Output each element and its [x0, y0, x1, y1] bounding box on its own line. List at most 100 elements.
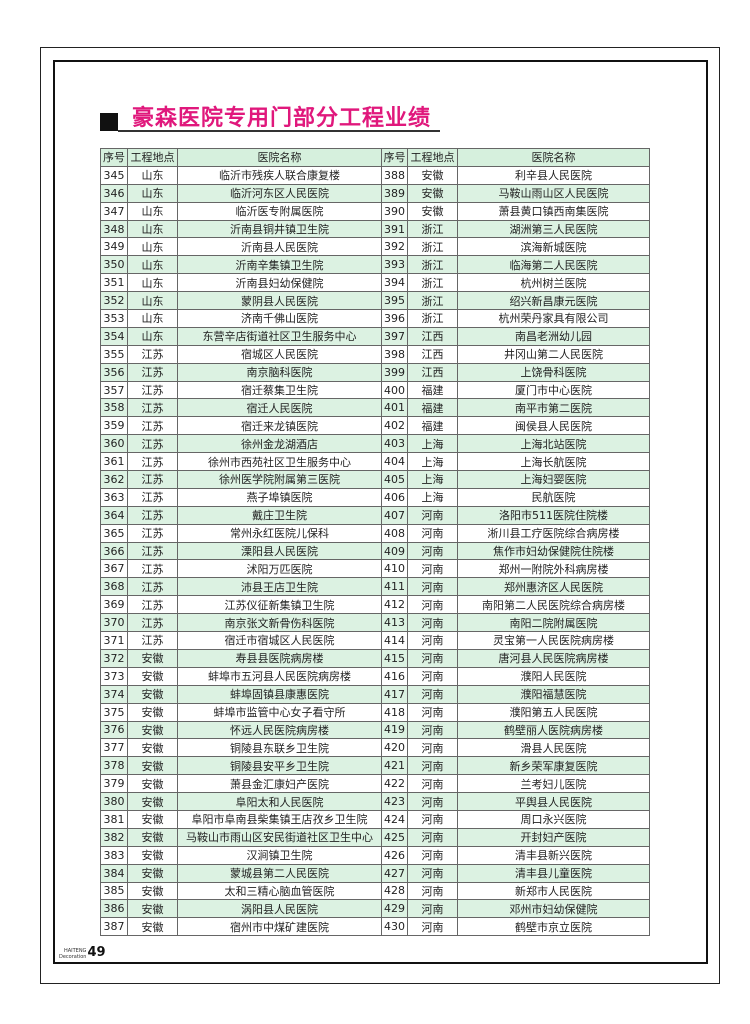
title-square-marker: [100, 113, 118, 131]
header-col-location: 工程地点: [407, 148, 458, 167]
cell-col-index: 378: [100, 756, 128, 776]
cell-col-hospital: 戴庄卫生院: [177, 505, 382, 525]
cell-col-index: 422: [381, 774, 408, 794]
cell-col-location: 河南: [407, 845, 458, 865]
cell-col-location: 河南: [407, 684, 458, 704]
cell-col-location: 河南: [407, 720, 458, 740]
cell-col-index: 390: [381, 201, 408, 221]
cell-col-hospital: 民航医院: [457, 487, 650, 507]
cell-col-hospital: 灵宝第一人民医院病房楼: [457, 631, 650, 650]
table-row: 371 江苏 宿迁市宿城区人民医院 414 河南 灵宝第一人民医院病房楼: [100, 631, 650, 650]
cell-col-location: 河南: [407, 505, 458, 525]
cell-col-hospital: 沂南县人民医院: [177, 237, 382, 257]
cell-col-location: 河南: [407, 899, 458, 919]
cell-col-hospital: 汉涧镇卫生院: [177, 845, 382, 865]
cell-col-index: 403: [381, 434, 408, 454]
cell-col-location: 河南: [407, 827, 458, 847]
cell-col-location: 上海: [407, 487, 458, 507]
cell-col-location: 河南: [407, 666, 458, 686]
cell-col-location: 江苏: [127, 577, 178, 597]
project-table: 序号 工程地点 医院名称 序号 工程地点 医院名称 345 山东 临沂市残疾人联合康复楼 388…: [100, 148, 650, 937]
cell-col-location: 山东: [127, 291, 178, 311]
header-col-index: 序号: [100, 148, 128, 167]
table-row: 347 山东 临沂医专附属医院 390 安徽 萧县黄口镇西南集医院: [100, 201, 650, 221]
cell-col-hospital: 燕子埠镇医院: [177, 487, 382, 507]
cell-col-hospital: 临海第二人民医院: [457, 255, 650, 275]
cell-col-location: 江苏: [127, 380, 178, 400]
cell-col-location: 安徽: [127, 720, 178, 740]
cell-col-index: 410: [381, 559, 408, 579]
cell-col-hospital: 马鞍山雨山区人民医院: [457, 183, 650, 203]
cell-col-hospital: 沛县王店卫生院: [177, 577, 382, 597]
cell-col-location: 安徽: [127, 666, 178, 686]
cell-col-location: 上海: [407, 470, 458, 489]
cell-col-location: 河南: [407, 809, 458, 829]
cell-col-hospital: 宿州市中煤矿建医院: [177, 917, 382, 937]
cell-col-hospital: 宿迁市宿城区人民医院: [177, 631, 382, 650]
cell-col-index: 391: [381, 219, 408, 239]
cell-col-index: 418: [381, 702, 408, 722]
cell-col-index: 369: [100, 595, 128, 615]
cell-col-hospital: 唐河县人民医院病房楼: [457, 648, 650, 668]
cell-col-location: 江苏: [127, 434, 178, 454]
cell-col-index: 349: [100, 237, 128, 257]
cell-col-hospital: 阜阳市阜南县柴集镇王店孜乡卫生院: [177, 809, 382, 829]
cell-col-hospital: 上海妇婴医院: [457, 470, 650, 489]
cell-col-index: 373: [100, 666, 128, 686]
cell-col-index: 374: [100, 684, 128, 704]
cell-col-hospital: 濮阳人民医院: [457, 666, 650, 686]
cell-col-location: 安徽: [407, 183, 458, 203]
cell-col-hospital: 南平市第二医院: [457, 398, 650, 418]
cell-col-location: 山东: [127, 273, 178, 293]
cell-col-hospital: 南阳二院附属医院: [457, 613, 650, 633]
cell-col-location: 浙江: [407, 219, 458, 239]
cell-col-location: 江西: [407, 344, 458, 364]
cell-col-index: 423: [381, 792, 408, 811]
header-col-hospital: 医院名称: [457, 148, 650, 167]
cell-col-index: 387: [100, 917, 128, 937]
cell-col-hospital: 临沂医专附属医院: [177, 201, 382, 221]
cell-col-location: 河南: [407, 559, 458, 579]
table-row: 355 江苏 宿城区人民医院 398 江西 井冈山第二人民医院: [100, 344, 650, 364]
page-footer: HAITENG Decoration 49: [59, 945, 106, 960]
cell-col-location: 山东: [127, 201, 178, 221]
table-row: 352 山东 蒙阴县人民医院 395 浙江 绍兴新昌康元医院: [100, 291, 650, 311]
cell-col-index: 376: [100, 720, 128, 740]
table-row: 365 江苏 常州永红医院儿保科 408 河南 淅川县工疗医院综合病房楼: [100, 523, 650, 543]
cell-col-hospital: 涡阳县人民医院: [177, 899, 382, 919]
cell-col-location: 安徽: [127, 899, 178, 919]
cell-col-location: 山东: [127, 326, 178, 346]
cell-col-hospital: 滑县人民医院: [457, 738, 650, 758]
cell-col-index: 405: [381, 470, 408, 489]
cell-col-index: 386: [100, 899, 128, 919]
cell-col-index: 364: [100, 505, 128, 525]
cell-col-location: 河南: [407, 523, 458, 543]
header-col-location: 工程地点: [127, 148, 178, 167]
title-underline: [118, 130, 440, 132]
cell-col-index: 379: [100, 774, 128, 794]
table-row: 370 江苏 南京张文新骨伤科医院 413 河南 南阳二院附属医院: [100, 613, 650, 633]
cell-col-location: 山东: [127, 309, 178, 328]
cell-col-index: 392: [381, 237, 408, 257]
cell-col-index: 371: [100, 631, 128, 650]
cell-col-location: 江苏: [127, 362, 178, 382]
cell-col-location: 江西: [407, 326, 458, 346]
table-row: 367 江苏 沭阳万匹医院 410 河南 郑州一附院外科病房楼: [100, 559, 650, 579]
cell-col-index: 398: [381, 344, 408, 364]
cell-col-hospital: 东营辛店街道社区卫生服务中心: [177, 326, 382, 346]
cell-col-index: 404: [381, 452, 408, 472]
table-row: 386 安徽 涡阳县人民医院 429 河南 邓州市妇幼保健院: [100, 899, 650, 919]
cell-col-location: 河南: [407, 756, 458, 776]
cell-col-index: 417: [381, 684, 408, 704]
table-row: 348 山东 沂南县铜井镇卫生院 391 浙江 湖洲第三人民医院: [100, 219, 650, 239]
cell-col-index: 400: [381, 380, 408, 400]
cell-col-index: 421: [381, 756, 408, 776]
cell-col-index: 384: [100, 863, 128, 883]
cell-col-index: 363: [100, 487, 128, 507]
table-row: 361 江苏 徐州市西苑社区卫生服务中心 404 上海 上海长航医院: [100, 452, 650, 472]
cell-col-location: 河南: [407, 792, 458, 811]
cell-col-index: 382: [100, 827, 128, 847]
cell-col-location: 上海: [407, 452, 458, 472]
table-row: 375 安徽 蚌埠市监管中心女子看守所 418 河南 濮阳第五人民医院: [100, 702, 650, 722]
cell-col-index: 375: [100, 702, 128, 722]
